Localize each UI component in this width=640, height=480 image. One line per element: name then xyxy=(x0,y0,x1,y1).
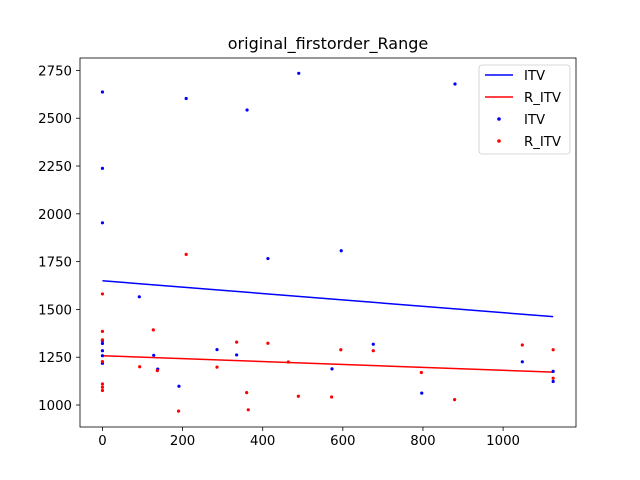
axes-frame xyxy=(79,57,577,428)
data-point-itv xyxy=(100,341,105,346)
data-point-itv xyxy=(100,354,105,358)
data-point-itv xyxy=(297,71,301,75)
data-point-r-itv xyxy=(184,252,188,256)
data-point-itv xyxy=(330,367,334,371)
data-point-r-itv xyxy=(245,390,249,395)
data-point-r-itv xyxy=(100,338,105,342)
data-point-itv xyxy=(152,353,156,357)
data-point-itv xyxy=(100,90,105,94)
data-point-r-itv xyxy=(235,340,239,344)
x-tick-label: 400 xyxy=(250,434,275,449)
data-point-itv xyxy=(420,391,424,395)
x-axis: 0 200 400 600 800 1000 xyxy=(98,427,520,449)
data-point-itv xyxy=(137,295,141,299)
x-tick-label: 1000 xyxy=(486,434,520,449)
data-point-r-itv xyxy=(215,365,219,369)
x-tick-label: 800 xyxy=(410,434,435,449)
series-line-itv xyxy=(102,279,554,318)
x-tick-label: 200 xyxy=(170,434,195,449)
data-point-itv xyxy=(245,108,249,112)
data-point-itv xyxy=(453,82,457,86)
data-point-r-itv xyxy=(100,385,105,389)
data-point-itv xyxy=(177,384,181,388)
data-point-r-itv xyxy=(100,360,105,364)
x-tick-label: 0 xyxy=(98,434,106,449)
data-point-r-itv xyxy=(266,341,270,345)
data-point-itv xyxy=(184,96,188,101)
data-point-r-itv xyxy=(296,394,300,398)
data-point-r-itv xyxy=(246,408,250,412)
y-axis: 1000 1250 1500 1750 2000 2250 2500 2750 xyxy=(38,64,80,414)
data-point-itv xyxy=(339,249,343,253)
legend-box xyxy=(478,64,571,155)
y-tick-label: 2250 xyxy=(38,160,72,175)
x-tick-label: 600 xyxy=(330,434,355,449)
data-point-r-itv xyxy=(100,329,105,333)
legend: ITV R_ITV ITV R_ITV xyxy=(478,64,571,155)
legend-label: R_ITV xyxy=(524,91,561,106)
legend-point-marker xyxy=(497,117,501,121)
legend-label: ITV xyxy=(524,69,545,84)
data-point-itv xyxy=(266,256,270,261)
data-point-itv xyxy=(235,353,239,357)
data-point-r-itv xyxy=(520,343,524,347)
legend-point-marker xyxy=(497,139,501,143)
data-point-r-itv xyxy=(419,370,423,375)
y-tick-label: 1750 xyxy=(38,256,72,271)
y-tick-label: 2500 xyxy=(38,112,72,127)
plot-area xyxy=(100,71,555,413)
data-point-r-itv xyxy=(551,376,555,380)
legend-label: R_ITV xyxy=(524,135,561,150)
chart-title: original_firstorder_Range xyxy=(228,34,428,54)
y-tick-label: 2000 xyxy=(38,208,72,223)
y-tick-label: 2750 xyxy=(38,64,72,79)
data-point-r-itv xyxy=(100,292,105,296)
data-point-r-itv xyxy=(138,365,142,369)
y-tick-label: 1250 xyxy=(38,351,72,366)
data-point-itv xyxy=(520,360,524,364)
data-point-r-itv xyxy=(286,360,290,364)
data-point-r-itv xyxy=(551,348,555,352)
legend-label: ITV xyxy=(524,113,545,128)
data-point-r-itv xyxy=(176,409,181,413)
data-point-itv xyxy=(100,221,105,225)
data-point-r-itv xyxy=(100,388,105,393)
data-point-r-itv xyxy=(371,349,375,353)
data-point-itv xyxy=(100,166,105,170)
data-point-r-itv xyxy=(151,328,155,332)
data-point-itv xyxy=(215,347,219,352)
data-point-itv xyxy=(100,349,105,353)
y-tick-label: 1000 xyxy=(38,399,72,414)
data-point-r-itv xyxy=(453,398,457,402)
data-point-r-itv xyxy=(339,348,343,352)
data-point-itv xyxy=(551,379,555,384)
data-point-itv xyxy=(551,369,555,373)
data-point-r-itv xyxy=(155,369,159,373)
y-tick-label: 1500 xyxy=(38,303,72,318)
series-line-r-itv xyxy=(102,354,554,373)
data-point-r-itv xyxy=(100,382,105,386)
data-point-r-itv xyxy=(330,395,334,399)
data-point-itv xyxy=(371,342,375,346)
